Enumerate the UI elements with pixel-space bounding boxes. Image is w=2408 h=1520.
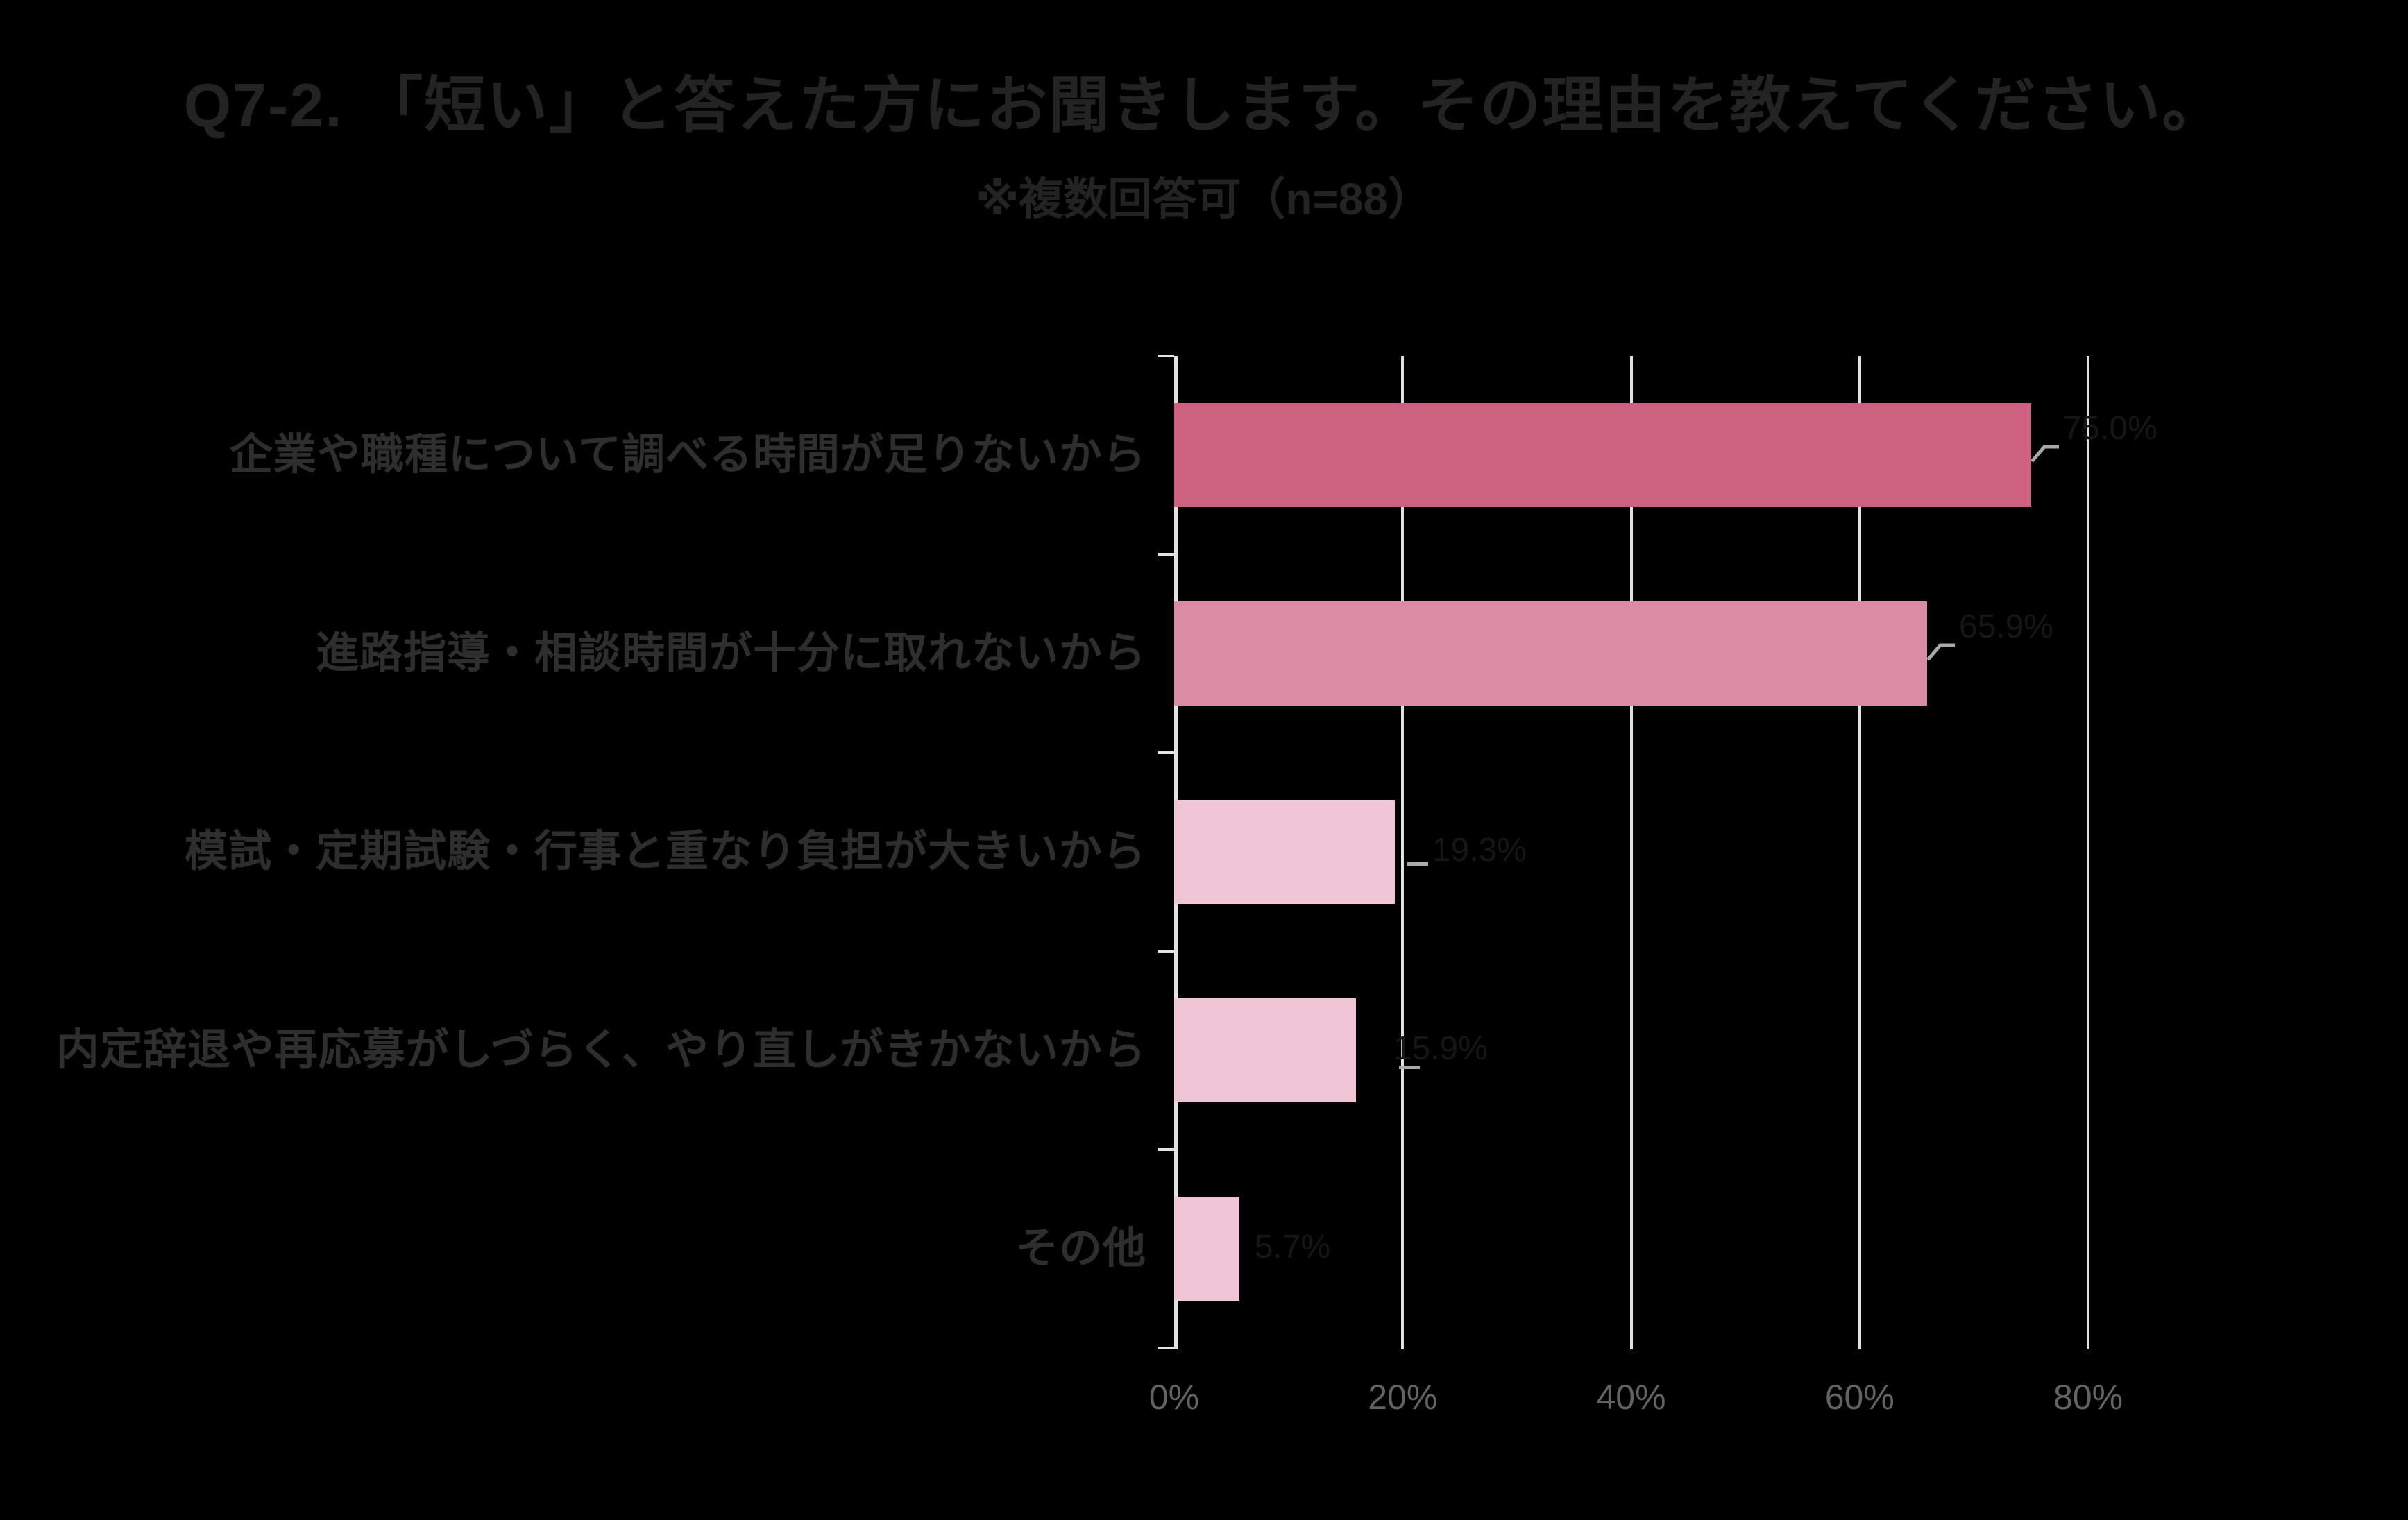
bar xyxy=(1174,601,1927,706)
gridline xyxy=(1858,356,1861,1349)
x-tick-label: 40% xyxy=(1596,1378,1666,1417)
category-label: 企業や職種について調べる時間が足りないから xyxy=(229,431,1146,479)
x-tick-label: 0% xyxy=(1148,1378,1200,1417)
gridline xyxy=(1401,356,1405,1349)
axis-tick xyxy=(1158,1347,1174,1349)
bar xyxy=(1174,1197,1239,1301)
axis-tick xyxy=(1158,1148,1174,1151)
gridline xyxy=(2087,356,2089,1349)
category-label: 模試・定期試験・行事と重なり負担が大きいから xyxy=(184,828,1146,876)
bar xyxy=(1174,998,1356,1102)
axis-tick xyxy=(1158,950,1174,953)
x-tick-label: 20% xyxy=(1368,1378,1438,1417)
category-label: 内定辞退や再応募がしづらく、やり直しがきかないから xyxy=(56,1026,1146,1074)
data-label: 75.0% xyxy=(2062,410,2157,447)
x-tick-label: 80% xyxy=(2053,1378,2123,1417)
leader-line xyxy=(1398,1066,1420,1069)
plot-area xyxy=(1158,355,2194,1349)
chart-subtitle: ※複数回答可（n=88） xyxy=(976,174,1432,224)
chart-title: Q7-2. 「短い」と答えた方にお聞きします。その理由を教えてください。 xyxy=(183,71,2225,139)
axis-tick xyxy=(1158,553,1174,556)
leader-line xyxy=(1926,643,1955,661)
bar xyxy=(1174,800,1395,904)
gridline xyxy=(1629,356,1633,1349)
category-label: 進路指導・相談時間が十分に取れないから xyxy=(315,629,1146,677)
leader-line xyxy=(2030,445,2059,463)
data-label: 5.7% xyxy=(1254,1229,1331,1265)
axis-tick xyxy=(1158,355,1174,357)
category-label: その他 xyxy=(1015,1224,1146,1272)
axis-tick xyxy=(1158,751,1174,754)
x-tick-label: 60% xyxy=(1824,1378,1894,1417)
data-label: 19.3% xyxy=(1432,832,1527,869)
data-label: 65.9% xyxy=(1958,608,2053,645)
leader-line xyxy=(1407,862,1428,866)
bar xyxy=(1174,403,2031,507)
data-label: 15.9% xyxy=(1393,1030,1488,1067)
